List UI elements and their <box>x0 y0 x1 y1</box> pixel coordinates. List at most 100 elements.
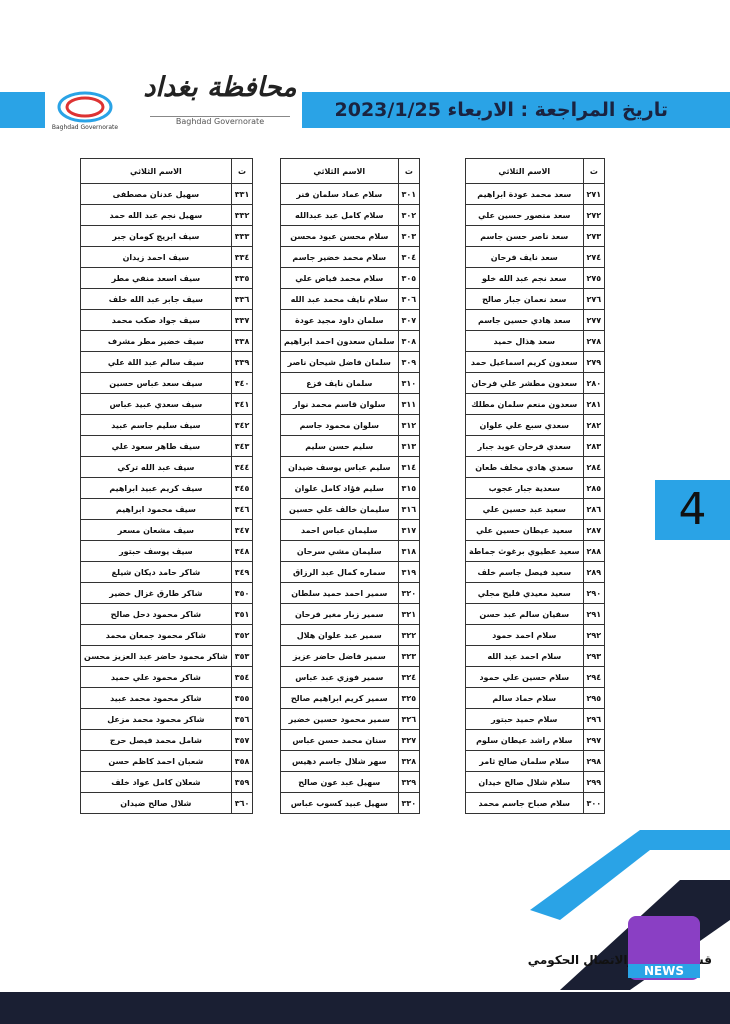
row: ٣٥٦ شاكر محمود محمد مزعل <box>80 708 254 730</box>
full-name: شاكر طارق غزال خضير <box>80 582 232 604</box>
row-number: ٣٣٠ <box>397 792 421 814</box>
row: ٣٢٠ سمير احمد حميد سلطان <box>280 582 421 604</box>
row: ٣٢٩ سهيل عبد عون صالح <box>280 771 421 793</box>
row-number: ٣٠٩ <box>397 351 421 373</box>
row-number: ٢٩٢ <box>582 624 606 646</box>
row: ٣٤٧ سيف مشعان مسعر <box>80 519 254 541</box>
full-name: سلام حسين علي حمود <box>465 666 584 688</box>
row: ٣٣٩ سيف سالم عبد اللة علي <box>80 351 254 373</box>
row-number: ٢٨٦ <box>582 498 606 520</box>
full-name: سمير احمد حميد سلطان <box>280 582 399 604</box>
row-number: ٣١٨ <box>397 540 421 562</box>
row-number: ٣٤٠ <box>230 372 254 394</box>
full-name: سهيل عدنان مصطفى <box>80 183 232 205</box>
row-number: ٢٩٠ <box>582 582 606 604</box>
row-number: ٣٢٥ <box>397 687 421 709</box>
row: ٣١٢ سلوان محمود جاسم <box>280 414 421 436</box>
full-name: شامل محمد فيصل حرج <box>80 729 232 751</box>
names-table: ت الاسم الثلاثي ٣٣١ سهيل عدنان مصطفى ٣٣٢ سهيل… <box>80 158 254 814</box>
full-name: سلام احمد حمود <box>465 624 584 646</box>
full-name: سلمان سعدون احمد ابراهيم <box>280 330 399 352</box>
column-header: الاسم الثلاثي <box>80 158 232 184</box>
row-number: ٣٥١ <box>230 603 254 625</box>
logo-emblem <box>57 91 113 123</box>
full-name: سعد ناصر حسن جاسم <box>465 225 584 247</box>
row-number: ٣٥٩ <box>230 771 254 793</box>
row-number: ٣٢٠ <box>397 582 421 604</box>
row-number: ٣٣٩ <box>230 351 254 373</box>
row: ٢٩٢ سلام احمد حمود <box>465 624 606 646</box>
full-name: سلام محمد خضير جاسم <box>280 246 399 268</box>
full-name: شاكر حامد ديكان شيلغ <box>80 561 232 583</box>
row-number: ٣٣٦ <box>230 288 254 310</box>
row: ٣٠٩ سلمان فاضل شيحان ناصر <box>280 351 421 373</box>
row-number: ٢٧٣ <box>582 225 606 247</box>
header-row: ت الاسم الثلاثي <box>465 158 606 184</box>
row: ٣٢٣ سمير فاضل حاضر عزيز <box>280 645 421 667</box>
logo-subtitle: Baghdad Governorate <box>150 116 290 126</box>
row: ٢٨٥ سعدية جبار عجوب <box>465 477 606 499</box>
row: ٢٧٤ سعد نايف فرحان <box>465 246 606 268</box>
full-name: سعيد عبد حسين علي <box>465 498 584 520</box>
row-number: ٣٤٦ <box>230 498 254 520</box>
row-number: ٣٣٧ <box>230 309 254 331</box>
full-name: سيف محمود ابراهيم <box>80 498 232 520</box>
row: ٢٧٨ سعد هذال حميد <box>465 330 606 352</box>
row: ٣٣٦ سيف جابر عبد الله خلف <box>80 288 254 310</box>
row-number: ٣٤٤ <box>230 456 254 478</box>
row-number: ٣١٣ <box>397 435 421 457</box>
row: ٣٤٣ سيف طاهر سعود علي <box>80 435 254 457</box>
full-name: سليم عباس يوسف ضيدان <box>280 456 399 478</box>
full-name: سمير عبد علوان هلال <box>280 624 399 646</box>
row: ٢٨٧ سعيد عيطان حسين علي <box>465 519 606 541</box>
full-name: سيف طاهر سعود علي <box>80 435 232 457</box>
row: ٣٣٨ سيف خضير مطر مشرف <box>80 330 254 352</box>
row: ٢٩٥ سلام حماد سالم <box>465 687 606 709</box>
row-number: ٢٩١ <box>582 603 606 625</box>
row-number: ٣٢٦ <box>397 708 421 730</box>
column-header: الاسم الثلاثي <box>465 158 584 184</box>
row-number: ٢٩٣ <box>582 645 606 667</box>
full-name: سلمان داود مجيد عودة <box>280 309 399 331</box>
row: ٣٥٨ شعبان احمد كاظم حسن <box>80 750 254 772</box>
row: ٣٥٠ شاكر طارق غزال خضير <box>80 582 254 604</box>
row: ٣٣٣ سيف ابريج كومان جبر <box>80 225 254 247</box>
row-number: ٢٧٦ <box>582 288 606 310</box>
footer-decor <box>0 830 730 1024</box>
row: ٣٦٠ شلال صالح ضيدان <box>80 792 254 814</box>
row-number: ٢٩٩ <box>582 771 606 793</box>
column-header: ت <box>230 158 254 184</box>
row-number: ٢٧٨ <box>582 330 606 352</box>
row: ٢٩٨ سلام سلمان صالح ثامر <box>465 750 606 772</box>
page-number: 4 <box>655 480 730 540</box>
column-header: ت <box>397 158 421 184</box>
row-number: ٣٠٤ <box>397 246 421 268</box>
full-name: شاكر محمود حاضر عبد العزيز محسن <box>80 645 232 667</box>
header-bar-left <box>0 92 45 128</box>
row-number: ٣١٧ <box>397 519 421 541</box>
row: ٣٥٤ شاكر محمود علي حميد <box>80 666 254 688</box>
full-name: سمير فوزي عبد عباس <box>280 666 399 688</box>
full-name: سمير كريم ابراهيم صالح <box>280 687 399 709</box>
row: ٢٩١ سفيان سالم عبد حسن <box>465 603 606 625</box>
row: ٢٨٣ سعدي فرحان عويد جبار <box>465 435 606 457</box>
brand-text: NEWS <box>628 964 700 978</box>
row-number: ٣٤٨ <box>230 540 254 562</box>
row-number: ٣٠٨ <box>397 330 421 352</box>
full-name: سعيد معيدي فليح مجلي <box>465 582 584 604</box>
row: ٢٧٧ سعد هادي حسين جاسم <box>465 309 606 331</box>
column-header: ت <box>582 158 606 184</box>
full-name: سعدون كريم اسماعيل حمد <box>465 351 584 373</box>
row-number: ٢٧٥ <box>582 267 606 289</box>
full-name: سليمان عباس احمد <box>280 519 399 541</box>
row: ٣٢١ سمير زبار مغير فرحان <box>280 603 421 625</box>
row: ٢٨٦ سعيد عبد حسين علي <box>465 498 606 520</box>
row-number: ٣٥٠ <box>230 582 254 604</box>
full-name: سعيد عيطان حسين علي <box>465 519 584 541</box>
row: ٣٠٦ سلام نايف محمد عبد الله <box>280 288 421 310</box>
full-name: سيف عبد الله تركي <box>80 456 232 478</box>
row: ٣١٩ سماره كمال عبد الرزاق <box>280 561 421 583</box>
full-name: سلام كامل عبد عبدالله <box>280 204 399 226</box>
row: ٣٢٢ سمير عبد علوان هلال <box>280 624 421 646</box>
row-number: ٣٣٨ <box>230 330 254 352</box>
